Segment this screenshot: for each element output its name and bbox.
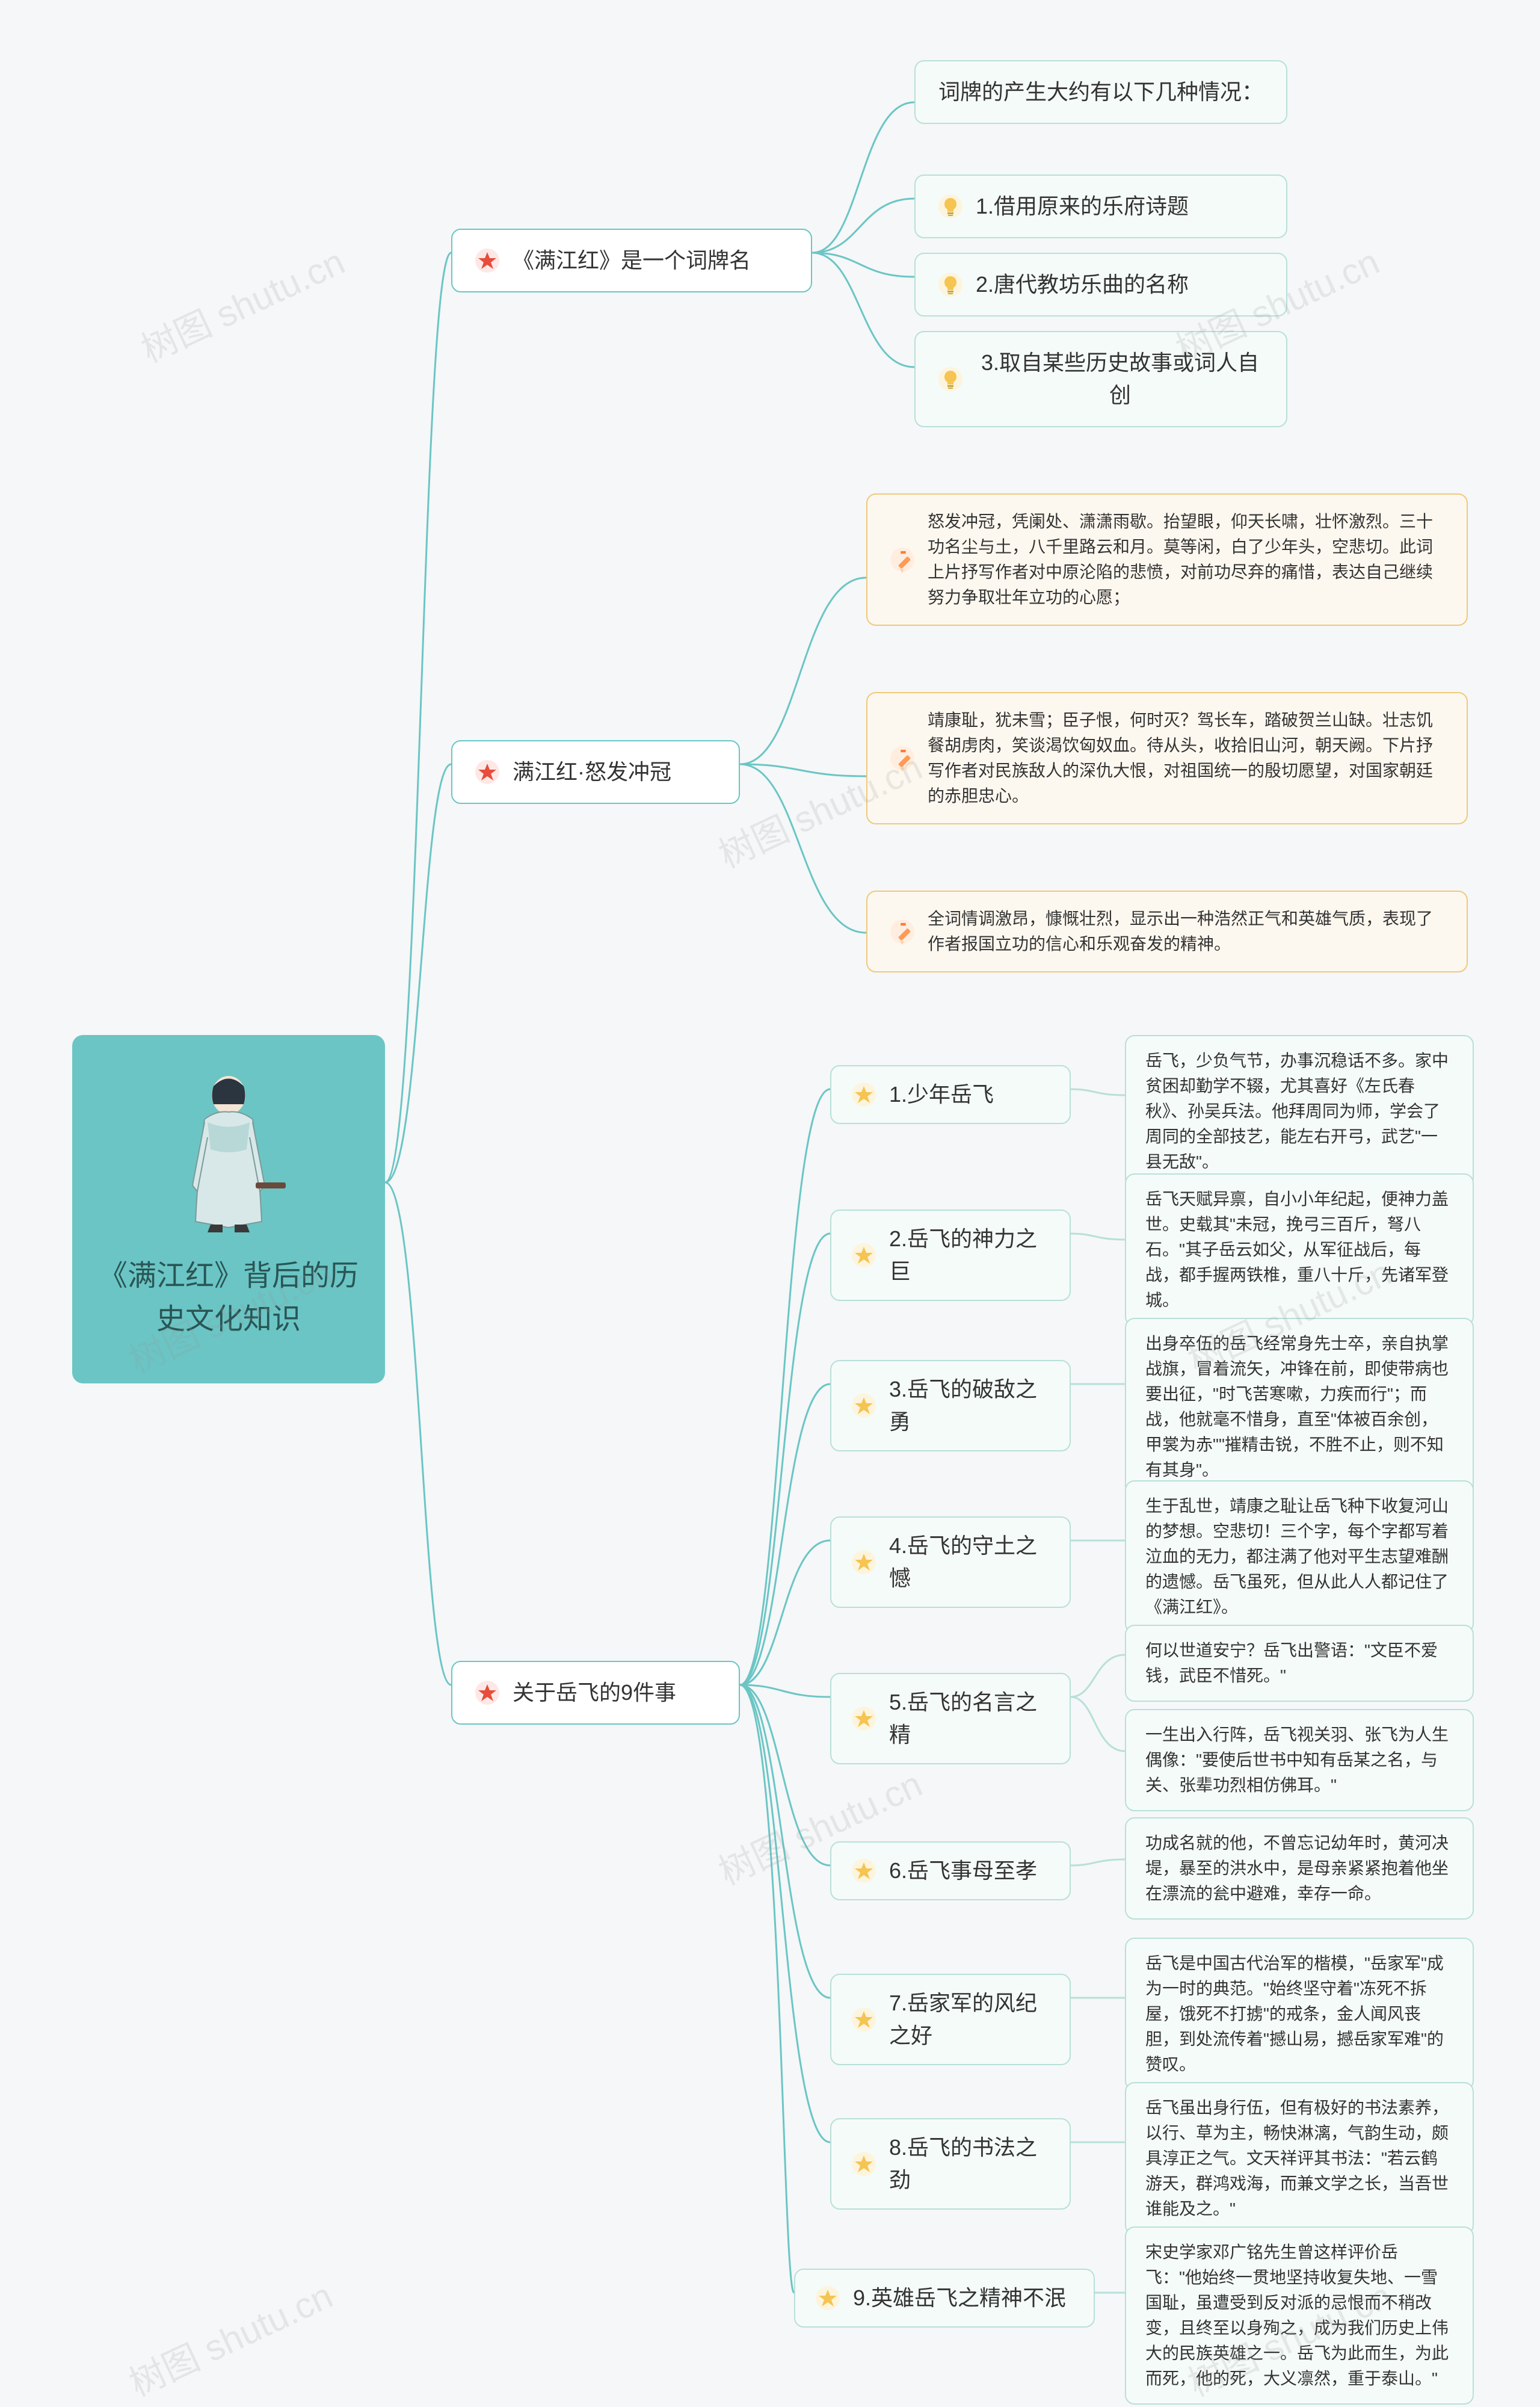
node-label: 9.英雄岳飞之精神不泯 [853,2282,1074,2314]
mindmap-leaf[interactable]: 岳飞虽出身行伍，但有极好的书法素养，以行、草为主，畅快淋漓，气韵生动，颇具淳正之… [1125,2082,1474,2235]
mindmap-node[interactable]: 怒发冲冠，凭阑处、潇潇雨歇。抬望眼，仰天长啸，壮怀激烈。三十功名尘与土，八千里路… [866,493,1468,626]
node-label: 满江红·怒发冲冠 [513,756,717,788]
node-label: 1.借用原来的乐府诗题 [976,190,1264,223]
leaf-text: 宋史学家邓广铭先生曾这样评价岳飞："他始终一贯地坚持收复失地、一雪国耻，虽遭受到… [1145,2240,1453,2391]
star-yellow-icon [851,1705,877,1732]
leaf-text: 功成名就的他，不曾忘记幼年时，黄河决堤，暴至的洪水中，是母亲紧紧抱着他坐在漂流的… [1145,1831,1453,1906]
mindmap-leaf[interactable]: 岳飞是中国古代治军的楷模，"岳家军"成为一时的典范。"始终坚守着"冻死不拆屋，饿… [1125,1938,1474,2090]
star-red-icon [474,1679,500,1706]
pencil-icon [889,918,916,945]
bulb-icon [937,271,964,298]
mindmap-node[interactable]: 2.岳飞的神力之巨 [830,1210,1071,1301]
mindmap-node[interactable]: 关于岳飞的9件事 [451,1661,740,1725]
leaf-text: 岳飞虽出身行伍，但有极好的书法素养，以行、草为主，畅快淋漓，气韵生动，颇具淳正之… [1145,2095,1453,2222]
mindmap-node[interactable]: 4.岳飞的守土之憾 [830,1516,1071,1608]
mindmap-node[interactable]: 3.岳飞的破敌之勇 [830,1360,1071,1451]
node-label: 1.少年岳飞 [889,1078,1050,1111]
mindmap-leaf[interactable]: 何以世道安宁？岳飞出警语："文臣不爱钱，武臣不惜死。" [1125,1625,1474,1702]
mindmap-leaf[interactable]: 岳飞天赋异禀，自小小年纪起，便神力盖世。史载其"未冠，挽弓三百斤，弩八石。"其子… [1125,1173,1474,1326]
leaf-text: 岳飞，少负气节，办事沉稳话不多。家中贫困却勤学不辍，尤其喜好《左氏春秋》、孙吴兵… [1145,1048,1453,1175]
node-label: 5.岳飞的名言之精 [889,1686,1050,1751]
star-red-icon [474,759,500,785]
node-label: 靖康耻，犹未雪；臣子恨，何时灭？驾长车，踏破贺兰山缺。壮志饥餐胡虏肉，笑谈渴饮匈… [928,708,1445,809]
mindmap-leaf[interactable]: 宋史学家邓广铭先生曾这样评价岳飞："他始终一贯地坚持收复失地、一雪国耻，虽遭受到… [1125,2226,1474,2405]
mindmap-node[interactable]: 1.少年岳飞 [830,1065,1071,1124]
pencil-icon [889,745,916,771]
star-yellow-icon [851,1081,877,1108]
node-label: 7.岳家军的风纪之好 [889,1987,1050,2052]
leaf-text: 岳飞天赋异禀，自小小年纪起，便神力盖世。史载其"未冠，挽弓三百斤，弩八石。"其子… [1145,1187,1453,1313]
mindmap-node[interactable]: 满江红·怒发冲冠 [451,740,740,804]
mindmap-node[interactable]: 1.借用原来的乐府诗题 [914,175,1287,238]
leaf-text: 一生出入行阵，岳飞视关羽、张飞为人生偶像："要使后世书中知有岳某之名，与关、张辈… [1145,1722,1453,1798]
node-label: 2.唐代教坊乐曲的名称 [976,268,1264,301]
node-label: 关于岳飞的9件事 [513,1676,717,1709]
node-label: 词牌的产生大约有以下几种情况： [937,76,1264,108]
leaf-text: 出身卒伍的岳飞经常身先士卒，亲自执掌战旗，冒着流矢，冲锋在前，即使带病也要出征，… [1145,1331,1453,1483]
mindmap-node[interactable]: 2.唐代教坊乐曲的名称 [914,253,1287,317]
mindmap-node[interactable]: 靖康耻，犹未雪；臣子恨，何时灭？驾长车，踏破贺兰山缺。壮志饥餐胡虏肉，笑谈渴饮匈… [866,692,1468,824]
pencil-icon [889,546,916,573]
mindmap-node[interactable]: 5.岳飞的名言之精 [830,1673,1071,1764]
bulb-icon [937,193,964,220]
node-label: 6.岳飞事母至孝 [889,1855,1050,1887]
mindmap-leaf[interactable]: 岳飞，少负气节，办事沉稳话不多。家中贫困却勤学不辍，尤其喜好《左氏春秋》、孙吴兵… [1125,1035,1474,1188]
mindmap-leaf[interactable]: 出身卒伍的岳飞经常身先士卒，亲自执掌战旗，冒着流矢，冲锋在前，即使带病也要出征，… [1125,1318,1474,1496]
mindmap-node[interactable]: 6.岳飞事母至孝 [830,1841,1071,1900]
mindmap-leaf[interactable]: 生于乱世，靖康之耻让岳飞种下收复河山的梦想。空悲切！三个字，每个字都写着泣血的无… [1125,1480,1474,1633]
root-node[interactable]: 《满江红》背后的历史文化知识 [72,1035,385,1383]
mindmap-node[interactable]: 9.英雄岳飞之精神不泯 [794,2269,1095,2328]
node-label: 4.岳飞的守土之憾 [889,1530,1050,1595]
mindmap-node[interactable]: 3.取自某些历史故事或词人自创 [914,331,1287,427]
star-yellow-icon [851,1858,877,1884]
mindmap-node[interactable]: 7.岳家军的风纪之好 [830,1974,1071,2065]
star-yellow-icon [851,1392,877,1419]
star-yellow-icon [851,1549,877,1575]
bulb-icon [937,366,964,392]
root-figure-icon [162,1065,295,1234]
node-label: 怒发冲冠，凭阑处、潇潇雨歇。抬望眼，仰天长啸，壮怀激烈。三十功名尘与土，八千里路… [928,509,1445,610]
star-yellow-icon [851,2151,877,2177]
node-label: 3.取自某些历史故事或词人自创 [976,347,1264,412]
star-red-icon [474,247,500,274]
star-yellow-icon [851,2006,877,2033]
root-title: 《满江红》背后的历史文化知识 [96,1255,361,1341]
mindmap-node[interactable]: 词牌的产生大约有以下几种情况： [914,60,1287,124]
mindmap-leaf[interactable]: 一生出入行阵，岳飞视关羽、张飞为人生偶像："要使后世书中知有岳某之名，与关、张辈… [1125,1709,1474,1811]
node-label: 2.岳飞的神力之巨 [889,1223,1050,1288]
star-yellow-icon [815,2285,841,2311]
mindmap-node[interactable]: 8.岳飞的书法之劲 [830,2118,1071,2210]
mindmap-node[interactable]: 《满江红》是一个词牌名 [451,229,812,292]
mindmap-container: 《满江红》背后的历史文化知识 《满江红》是一个词牌名满江红·怒发冲冠关于岳飞的9… [0,0,1540,2385]
leaf-text: 岳飞是中国古代治军的楷模，"岳家军"成为一时的典范。"始终坚守着"冻死不拆屋，饿… [1145,1951,1453,2077]
mindmap-leaf[interactable]: 功成名就的他，不曾忘记幼年时，黄河决堤，暴至的洪水中，是母亲紧紧抱着他坐在漂流的… [1125,1817,1474,1920]
node-label: 3.岳飞的破敌之勇 [889,1373,1050,1438]
node-label: 《满江红》是一个词牌名 [513,244,789,277]
mindmap-node[interactable]: 全词情调激昂，慷慨壮烈，显示出一种浩然正气和英雄气质，表现了作者报国立功的信心和… [866,891,1468,972]
leaf-text: 何以世道安宁？岳飞出警语："文臣不爱钱，武臣不惜死。" [1145,1638,1453,1689]
node-label: 8.岳飞的书法之劲 [889,2131,1050,2196]
leaf-text: 生于乱世，靖康之耻让岳飞种下收复河山的梦想。空悲切！三个字，每个字都写着泣血的无… [1145,1494,1453,1620]
node-label: 全词情调激昂，慷慨壮烈，显示出一种浩然正气和英雄气质，表现了作者报国立功的信心和… [928,906,1445,957]
star-yellow-icon [851,1242,877,1268]
